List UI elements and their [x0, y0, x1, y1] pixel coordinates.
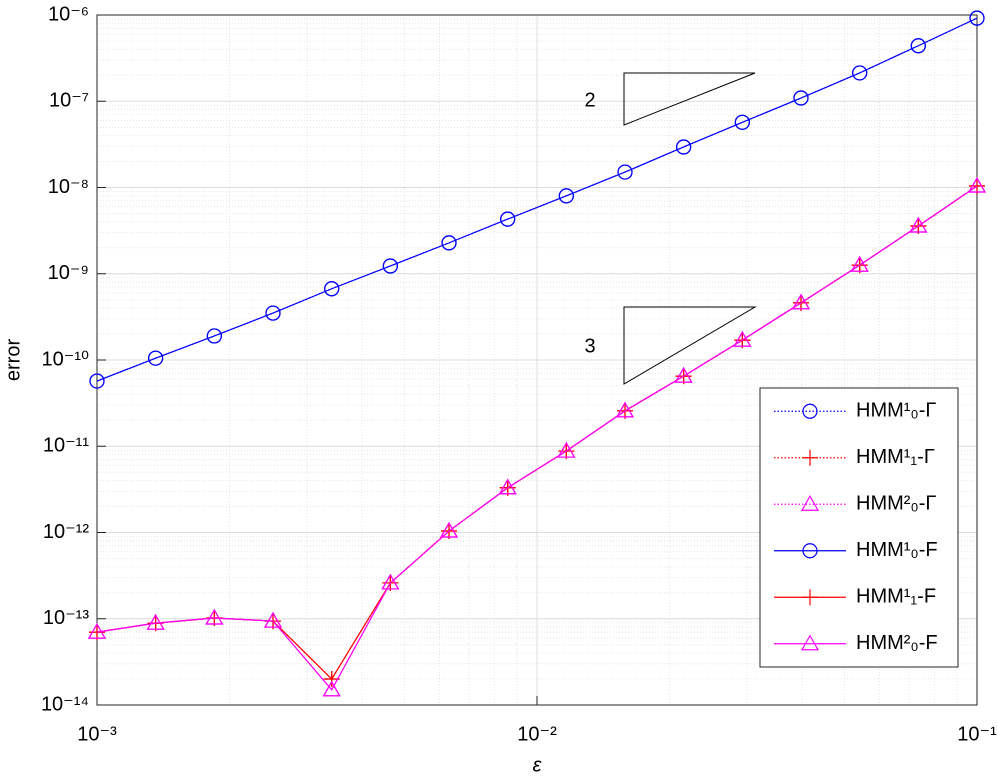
slope-triangle [623, 72, 756, 126]
marker [381, 573, 400, 590]
series-line [96, 17, 978, 382]
legend-label: HMM¹₁-F [856, 586, 936, 608]
marker [793, 90, 809, 106]
marker [146, 613, 165, 630]
marker [910, 38, 926, 54]
marker [852, 65, 868, 81]
marker [206, 328, 222, 344]
plot-frame [96, 14, 978, 706]
marker [733, 330, 752, 347]
marker [263, 611, 283, 628]
legend: HMM¹₀-Γ HMM¹₁-Γ HMM²₀-Γ HMM¹₀-F HMM¹₁-F HMM²₀… [759, 387, 959, 668]
marker [205, 608, 224, 625]
marker [265, 305, 281, 321]
marker [734, 114, 750, 130]
marker [322, 680, 341, 697]
x-tick-label: 10⁻¹ [957, 723, 997, 745]
marker [674, 366, 693, 383]
y-tick-label: 10⁻¹³ [43, 607, 89, 629]
legend-label: HMM¹₀-F [856, 539, 938, 561]
marker [500, 211, 516, 227]
legend-marker [802, 589, 818, 606]
legend-marker [802, 449, 818, 466]
annotation: 2 [584, 89, 595, 111]
x-tick-label: 10⁻³ [77, 723, 117, 745]
marker [909, 216, 928, 233]
legend-label: HMM²₀-F [856, 632, 938, 654]
legend-marker [800, 634, 820, 651]
marker [382, 258, 398, 274]
y-tick-label: 10⁻⁶ [48, 3, 89, 25]
marker [89, 373, 105, 389]
legend-box [759, 387, 959, 668]
x-tick-label: 10⁻² [517, 723, 557, 745]
legend-label: HMM¹₁-Γ [856, 446, 935, 468]
slope-triangle [623, 306, 757, 385]
marker [615, 401, 635, 418]
annotation: 3 [584, 335, 595, 357]
y-tick-label: 10⁻¹⁰ [42, 348, 89, 370]
legend-marker [802, 403, 818, 419]
marker [441, 235, 457, 251]
marker [87, 622, 107, 639]
marker [439, 521, 459, 538]
series-line [96, 185, 978, 691]
y-tick-label: 10⁻¹⁴ [41, 693, 89, 715]
legend-label: HMM¹₀-Γ [856, 400, 936, 422]
y-tick-label: 10⁻⁸ [48, 176, 89, 198]
marker [558, 188, 574, 204]
marker [498, 478, 517, 495]
legend-label: HMM²₀-Γ [856, 493, 936, 515]
marker [967, 176, 987, 193]
marker [148, 350, 164, 366]
legend-marker [800, 495, 820, 511]
y-tick-label: 10⁻¹¹ [43, 435, 89, 457]
marker [969, 10, 985, 26]
legend-marker [802, 543, 818, 559]
y-axis-label: error [2, 339, 24, 382]
marker [850, 255, 869, 272]
x-axis-label: ε [533, 754, 543, 776]
y-tick-label: 10⁻⁷ [49, 90, 89, 112]
marker [617, 164, 633, 180]
marker [557, 441, 576, 458]
y-tick-label: 10⁻¹² [43, 521, 89, 543]
y-tick-label: 10⁻⁹ [48, 262, 89, 284]
marker [324, 281, 340, 297]
marker [676, 139, 692, 155]
marker [791, 293, 811, 310]
